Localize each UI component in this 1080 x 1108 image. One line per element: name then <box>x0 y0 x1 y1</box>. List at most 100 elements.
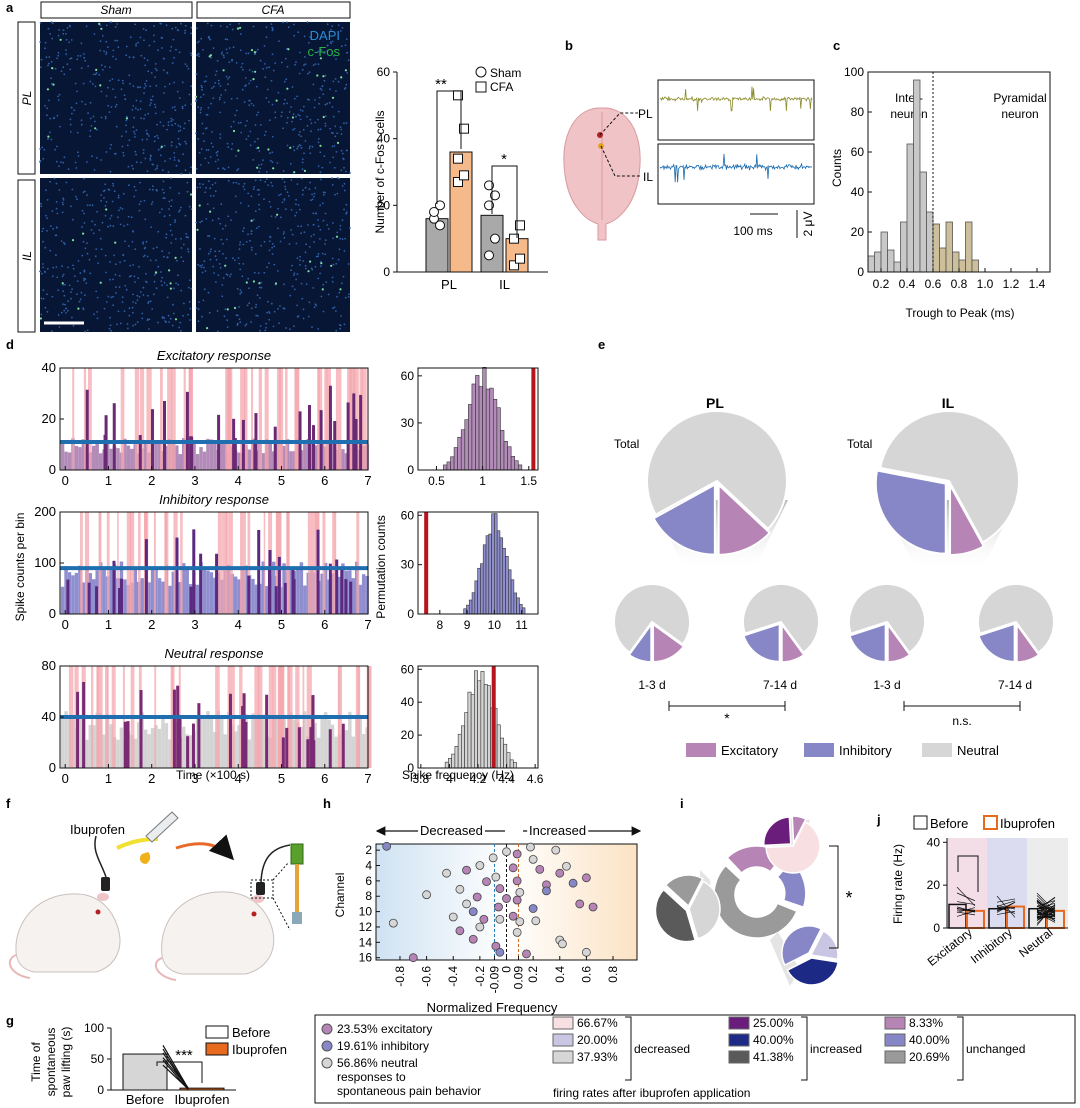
legend-group-swatch <box>728 1016 750 1030</box>
dapi-nucleus <box>99 49 101 52</box>
dapi-nucleus <box>239 321 242 324</box>
dapi-nucleus <box>324 122 327 125</box>
trace-spike <box>333 421 337 470</box>
trace-bin <box>102 567 106 614</box>
scatter-point <box>455 884 465 894</box>
dapi-nucleus <box>44 271 46 273</box>
dapi-nucleus <box>336 132 339 135</box>
dapi-nucleus <box>207 106 210 109</box>
dapi-nucleus <box>166 284 168 286</box>
dapi-nucleus <box>209 258 212 261</box>
dapi-nucleus <box>101 35 104 37</box>
dapi-nucleus <box>304 251 307 254</box>
dapi-nucleus <box>251 70 254 73</box>
dapi-nucleus <box>89 129 92 132</box>
trace-spike <box>312 425 316 470</box>
rat-ear-right <box>252 895 264 903</box>
dapi-nucleus <box>108 66 111 69</box>
dapi-nucleus <box>236 314 239 317</box>
dapi-nucleus <box>290 209 293 211</box>
perm-ytick-label: 0 <box>407 463 414 477</box>
dapi-nucleus <box>300 282 303 285</box>
dapi-nucleus <box>117 216 119 219</box>
trace-spike <box>76 691 80 768</box>
trough-bin <box>893 261 901 273</box>
dapi-nucleus <box>260 163 263 166</box>
scatter-point <box>382 841 392 851</box>
dapi-nucleus <box>117 310 120 313</box>
dapi-nucleus <box>302 308 305 311</box>
dapi-nucleus <box>162 180 165 183</box>
dapi-nucleus <box>208 235 211 237</box>
dapi-nucleus <box>123 259 126 262</box>
micrograph-cfa-pl <box>196 22 350 174</box>
dapi-nucleus <box>249 130 252 133</box>
dapi-nucleus <box>341 152 344 155</box>
dapi-nucleus <box>310 122 313 125</box>
dapi-nucleus <box>147 70 150 73</box>
dapi-nucleus <box>170 144 173 147</box>
dapi-nucleus <box>63 243 66 246</box>
dapi-nucleus <box>202 49 204 51</box>
trace-bin <box>147 734 151 768</box>
dapi-nucleus <box>309 181 311 184</box>
dapi-nucleus <box>144 280 147 283</box>
dapi-nucleus <box>145 29 148 32</box>
dapi-nucleus <box>210 24 213 27</box>
trace-bin <box>123 438 127 470</box>
dapi-nucleus <box>321 166 324 169</box>
dapi-nucleus <box>161 47 163 49</box>
paw-pair-line <box>162 1048 189 1090</box>
dapi-nucleus <box>271 246 273 249</box>
dapi-nucleus <box>210 142 213 145</box>
dapi-nucleus <box>223 101 226 104</box>
pie-slice-neutral <box>613 583 691 655</box>
mini-pie-slice <box>763 816 792 847</box>
dapi-nucleus <box>302 260 305 262</box>
dapi-nucleus <box>67 309 69 312</box>
dapi-nucleus <box>62 303 64 306</box>
dapi-nucleus <box>45 214 47 217</box>
trace-bin <box>358 717 362 768</box>
dapi-nucleus <box>172 303 174 306</box>
dapi-nucleus <box>129 36 132 39</box>
normfreq-xtick-label: -0.8 <box>393 966 407 987</box>
dapi-nucleus <box>249 144 252 147</box>
perm-xtick-label: 1.5 <box>520 474 537 488</box>
panel-label-f: f <box>6 796 11 811</box>
dapi-nucleus <box>237 257 240 259</box>
cfos-point-cfa <box>509 260 519 271</box>
dapi-nucleus <box>160 271 162 273</box>
dapi-nucleus <box>301 110 304 112</box>
trace-bin <box>233 576 238 614</box>
dapi-nucleus <box>206 113 209 116</box>
dapi-nucleus <box>134 281 136 283</box>
dapi-nucleus <box>310 235 313 238</box>
dapi-nucleus <box>345 38 348 40</box>
dapi-nucleus <box>41 272 43 275</box>
perm-bin <box>503 441 508 471</box>
dapi-nucleus <box>52 227 54 230</box>
scatter-point <box>491 872 501 882</box>
period-il-2: 7-14 d <box>998 678 1032 692</box>
dapi-nucleus <box>130 274 132 277</box>
dapi-nucleus <box>256 189 259 191</box>
legend-cfa-marker <box>475 81 487 93</box>
dapi-nucleus <box>170 205 173 208</box>
dapi-nucleus <box>239 289 242 291</box>
perm-bin <box>450 456 455 471</box>
dapi-nucleus <box>112 295 114 298</box>
dapi-nucleus <box>317 328 320 330</box>
dapi-nucleus <box>206 22 209 25</box>
dapi-nucleus <box>235 181 238 184</box>
event-stripe <box>164 512 167 614</box>
dapi-nucleus <box>339 224 342 227</box>
dapi-nucleus <box>135 161 138 164</box>
scatter-point <box>512 849 522 859</box>
dapi-nucleus <box>178 142 181 145</box>
dapi-nucleus <box>317 165 320 168</box>
dapi-nucleus <box>115 125 118 128</box>
sig-bracket-il <box>903 701 1021 711</box>
dapi-nucleus <box>157 137 160 140</box>
dapi-nucleus <box>110 329 112 332</box>
